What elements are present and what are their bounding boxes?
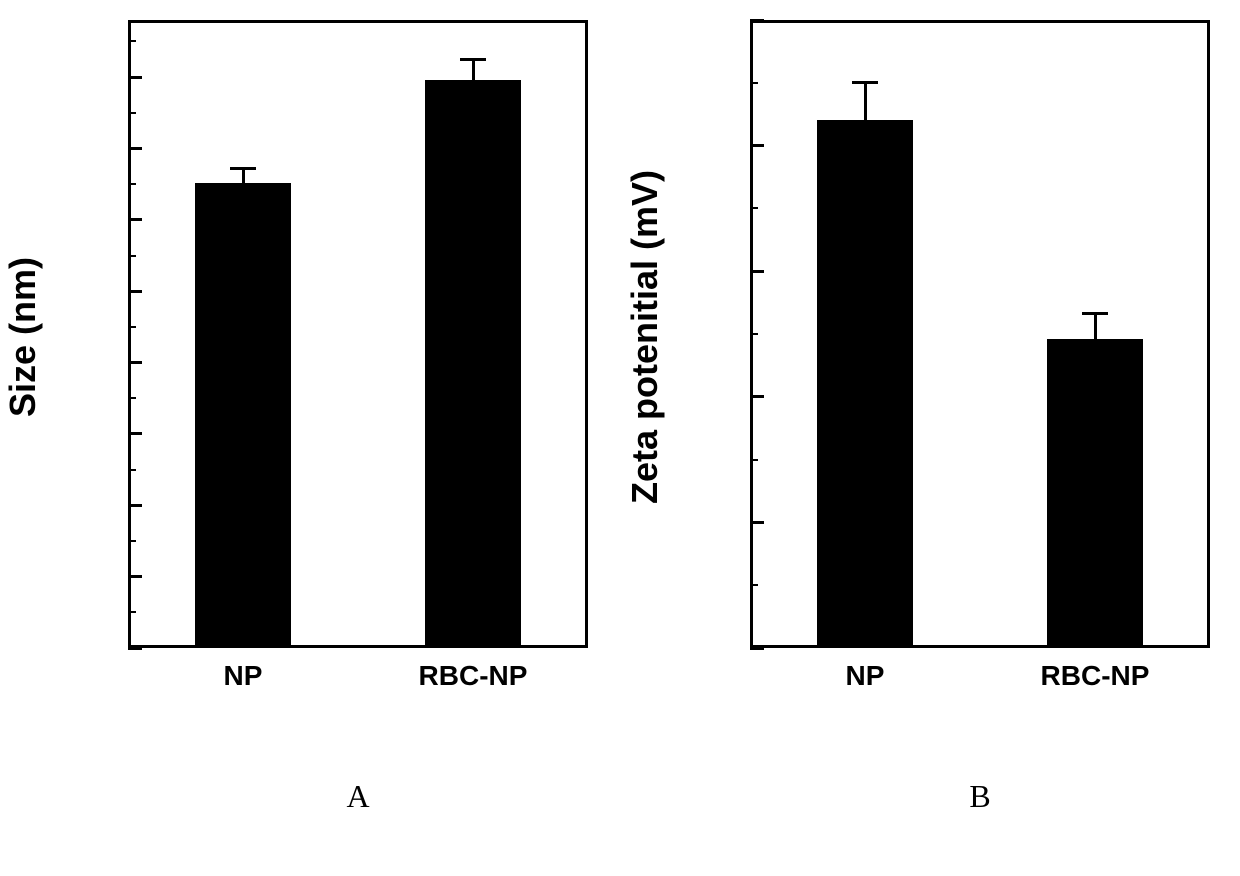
y-minor-tick [750, 207, 758, 209]
y-major-tick [128, 218, 142, 221]
x-tick-label: RBC-NP [995, 660, 1195, 692]
y-major-tick [750, 19, 764, 22]
y-minor-tick [750, 459, 758, 461]
bar [195, 183, 292, 648]
x-tick-label: RBC-NP [373, 660, 573, 692]
x-tick-label: NP [143, 660, 343, 692]
y-minor-tick [750, 333, 758, 335]
y-minor-tick [128, 183, 136, 185]
y-minor-tick [128, 540, 136, 542]
x-major-tick [472, 634, 475, 648]
y-minor-tick [128, 112, 136, 114]
bar [425, 80, 522, 648]
figure-container: 0255075100125150175200NPRBC-NPSize (nm)A… [0, 0, 1240, 876]
y-major-tick [128, 504, 142, 507]
y-major-tick [128, 647, 142, 650]
error-bar-stem [864, 83, 867, 121]
bar [817, 120, 914, 648]
y-major-tick [128, 361, 142, 364]
y-major-tick [128, 76, 142, 79]
x-tick-label: NP [765, 660, 965, 692]
bar [1047, 339, 1144, 648]
y-axis-label: Size (nm) [2, 137, 44, 537]
y-minor-tick [128, 469, 136, 471]
error-bar-stem [1094, 314, 1097, 339]
y-major-tick [128, 147, 142, 150]
y-major-tick [750, 521, 764, 524]
y-major-tick [750, 395, 764, 398]
x-major-tick [1094, 634, 1097, 648]
error-bar-cap [230, 167, 256, 170]
y-major-tick [128, 575, 142, 578]
y-minor-tick [128, 326, 136, 328]
y-major-tick [128, 432, 142, 435]
panel-caption: A [308, 778, 408, 815]
y-minor-tick [128, 611, 136, 613]
y-minor-tick [128, 397, 136, 399]
y-major-tick [750, 270, 764, 273]
y-minor-tick [128, 40, 136, 42]
y-major-tick [128, 290, 142, 293]
y-minor-tick [128, 255, 136, 257]
panel-caption: B [930, 778, 1030, 815]
error-bar-cap [1082, 312, 1108, 315]
error-bar-cap [460, 58, 486, 61]
y-axis-label: Zeta potenitial (mV) [624, 137, 666, 537]
error-bar-stem [242, 168, 245, 182]
error-bar-stem [472, 60, 475, 80]
x-major-tick [242, 634, 245, 648]
error-bar-cap [852, 81, 878, 84]
y-major-tick [750, 647, 764, 650]
y-major-tick [750, 144, 764, 147]
y-minor-tick [750, 584, 758, 586]
x-major-tick [864, 634, 867, 648]
y-minor-tick [750, 82, 758, 84]
